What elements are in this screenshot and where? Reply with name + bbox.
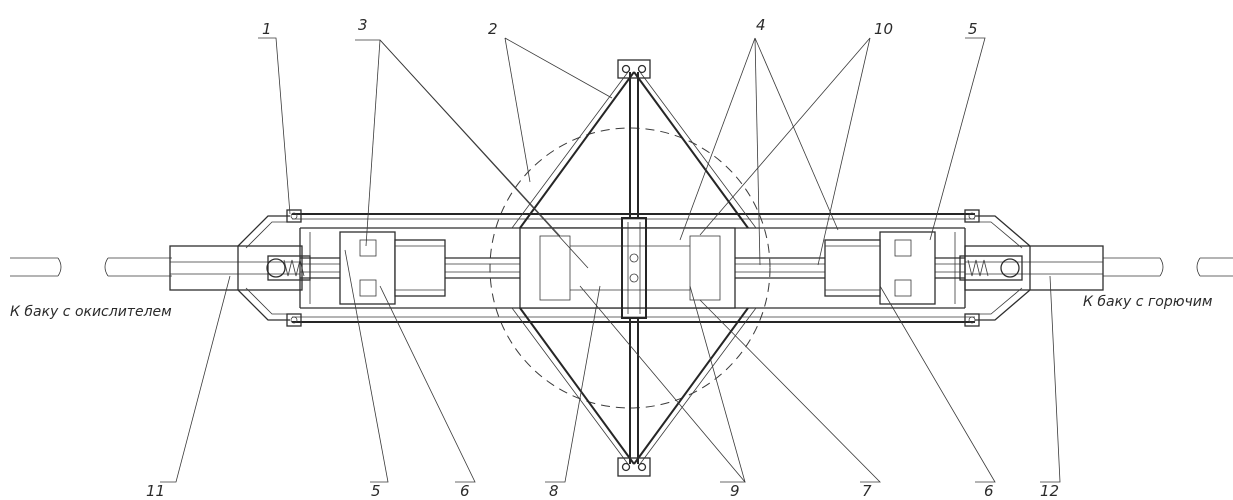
label-12: 12 [1040, 482, 1059, 500]
label-6-left: 6 [460, 482, 470, 500]
label-2: 2 [488, 20, 498, 38]
right-inlet-fitting [959, 245, 1104, 291]
caption-fuel-tank: К баку с горючим [1083, 294, 1213, 310]
leader-lines [160, 37, 1061, 483]
left-pipe-stub [10, 257, 172, 277]
label-11: 11 [146, 482, 165, 500]
central-piston-block [519, 217, 736, 319]
left-piston [339, 231, 446, 305]
right-end-cap [975, 215, 1031, 321]
label-5-bottom: 5 [371, 482, 381, 500]
label-3-top: 3 [358, 16, 368, 34]
dashed-circle-outline [489, 127, 771, 409]
label-7: 7 [862, 482, 872, 500]
flange-bolts [286, 209, 980, 327]
right-pipe-stub [1103, 257, 1233, 277]
label-10: 10 [874, 20, 893, 38]
label-8: 8 [549, 482, 559, 500]
left-inlet-fitting [169, 245, 311, 291]
label-9: 9 [730, 482, 740, 500]
caption-oxidizer-tank: К баку с окислителем [10, 304, 172, 320]
label-6-right: 6 [984, 482, 994, 500]
left-end-cap [237, 215, 290, 321]
label-1: 1 [262, 20, 272, 38]
label-4: 4 [756, 16, 766, 34]
label-5-top: 5 [968, 20, 978, 38]
right-piston [824, 231, 936, 305]
